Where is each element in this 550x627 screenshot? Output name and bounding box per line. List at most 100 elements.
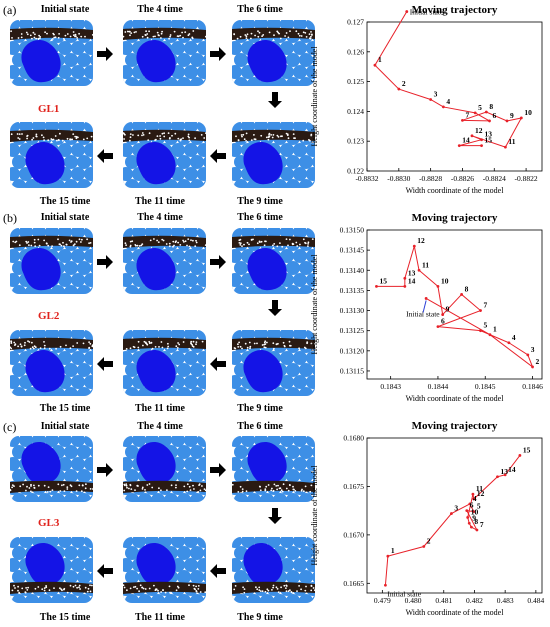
- trajectory-point: [467, 521, 471, 525]
- sim-title: The 6 time: [237, 421, 283, 432]
- arrow-down-icon: [268, 300, 282, 316]
- trajectory-point: [470, 134, 474, 138]
- trajectory-point: [526, 353, 530, 357]
- panel-label-a: (a): [3, 3, 17, 17]
- point-label: 5: [478, 103, 482, 112]
- sim-title: The 6 time: [237, 212, 283, 223]
- trajectory-chart-a: Moving trajectory -0.8832 -0.8830 -0.8828 -0…: [310, 4, 543, 195]
- arrow-right-icon: [97, 255, 113, 269]
- x-tick-label: 0.1844: [428, 382, 449, 391]
- trajectory-point: [505, 119, 509, 123]
- chart-title: Moving trajectory: [412, 4, 498, 16]
- point-label: 1: [391, 546, 395, 555]
- trajectory-chart-c: Moving trajectory 0.479 0.480 0.481 0.482 0.4…: [310, 420, 545, 617]
- point-label: 11: [508, 137, 515, 146]
- simulation-snapshot: [10, 537, 93, 603]
- trajectory-point: [457, 144, 461, 148]
- trajectory-point: [484, 110, 488, 114]
- arrow-down-icon: [268, 508, 282, 524]
- trajectory-line: [384, 455, 521, 586]
- point-label: 3: [531, 345, 535, 354]
- x-tick-label: 0.484: [527, 596, 544, 605]
- trajectory-point: [504, 145, 507, 149]
- point-label: 13: [500, 467, 508, 476]
- simulation-snapshot: [123, 20, 206, 86]
- sim-title: The 11 time: [135, 196, 185, 207]
- point-label: 7: [480, 520, 484, 529]
- simulation-snapshot: [232, 20, 315, 86]
- point-label: 1: [493, 325, 497, 334]
- sim-title: The 15 time: [39, 403, 91, 414]
- simulation-snapshot: [232, 330, 315, 396]
- point-label: 7: [484, 301, 488, 310]
- x-tick-label: 0.1846: [522, 382, 543, 391]
- point-label: 15: [523, 445, 531, 454]
- arrow-right-icon: [210, 47, 226, 61]
- point-label: 8: [489, 102, 493, 111]
- y-tick-label: 0.127: [347, 18, 364, 27]
- point-label: 6: [493, 111, 497, 120]
- y-tick-label: 0.1680: [343, 434, 364, 443]
- sim-title: The 15 time: [39, 196, 91, 207]
- panel-label-c: (c): [3, 420, 17, 434]
- trajectory-point: [441, 105, 445, 109]
- direction-arrow: [422, 300, 427, 313]
- trajectory-chart-b: Moving trajectory 0.1843 0.1844 0.1845 0.184…: [310, 212, 543, 403]
- x-tick-label: 0.483: [497, 596, 514, 605]
- y-tick-label: 0.13150: [340, 226, 365, 235]
- x-tick-label: -0.8824: [483, 174, 506, 183]
- point-label: 4: [512, 333, 516, 342]
- y-tick-label: 0.13125: [340, 326, 365, 335]
- trajectory-point: [488, 119, 491, 123]
- point-label: 12: [477, 489, 485, 498]
- point-label: 15: [379, 276, 387, 285]
- trajectory-point: [480, 144, 483, 148]
- arrow-left-icon: [210, 149, 226, 163]
- point-label: 6: [441, 317, 445, 326]
- trajectory-point: [466, 516, 470, 519]
- trajectory-point: [412, 244, 416, 248]
- trajectory-point: [373, 63, 377, 67]
- simulation-snapshot: [232, 537, 315, 603]
- point-label: 5: [484, 321, 488, 330]
- y-tick-label: 0.126: [347, 47, 364, 56]
- arrow-left-icon: [210, 564, 226, 578]
- sim-title: The 6 time: [237, 4, 283, 15]
- point-label: 9: [472, 513, 476, 522]
- y-axis-label: Height coordinate of the model: [310, 254, 319, 355]
- y-tick-label: 0.125: [347, 77, 364, 86]
- x-tick-label: -0.8826: [451, 174, 474, 183]
- simulation-snapshot: [10, 122, 93, 188]
- simulation-snapshot: [232, 122, 315, 188]
- x-tick-label: 0.482: [466, 596, 483, 605]
- sim-title: The 11 time: [135, 612, 185, 623]
- trajectory-point: [465, 509, 469, 513]
- sim-title: The 4 time: [137, 421, 183, 432]
- trajectory-point: [403, 284, 407, 288]
- trajectory-point: [460, 293, 463, 296]
- sim-title: Initial state: [40, 421, 90, 432]
- x-axis-label: Width coordinate of the model: [406, 394, 505, 403]
- point-label: 11: [476, 484, 483, 493]
- trajectory-point: [417, 268, 421, 272]
- initial-state-label: Initial state: [410, 8, 444, 17]
- trajectory-point: [518, 454, 522, 457]
- y-tick-label: 0.13130: [340, 306, 365, 315]
- x-tick-label: -0.8830: [387, 174, 410, 183]
- gl-label: GL2: [38, 310, 60, 322]
- point-label: 9: [510, 111, 514, 120]
- initial-state-label: Initial state: [406, 309, 440, 318]
- point-label: 10: [524, 108, 532, 117]
- sim-title: The 11 time: [135, 403, 185, 414]
- plot-frame: [366, 437, 543, 594]
- point-label: 10: [471, 507, 479, 516]
- x-tick-label: -0.8822: [515, 174, 538, 183]
- trajectory-point: [473, 111, 477, 115]
- panel-label-b: (b): [3, 211, 17, 225]
- plot-frame: [366, 21, 543, 172]
- x-tick-label: 0.481: [435, 596, 452, 605]
- trajectory-line: [374, 11, 523, 148]
- simulation-snapshot: [10, 228, 93, 294]
- gl-label: GL1: [38, 103, 60, 115]
- x-axis-label: Width coordinate of the model: [406, 608, 505, 617]
